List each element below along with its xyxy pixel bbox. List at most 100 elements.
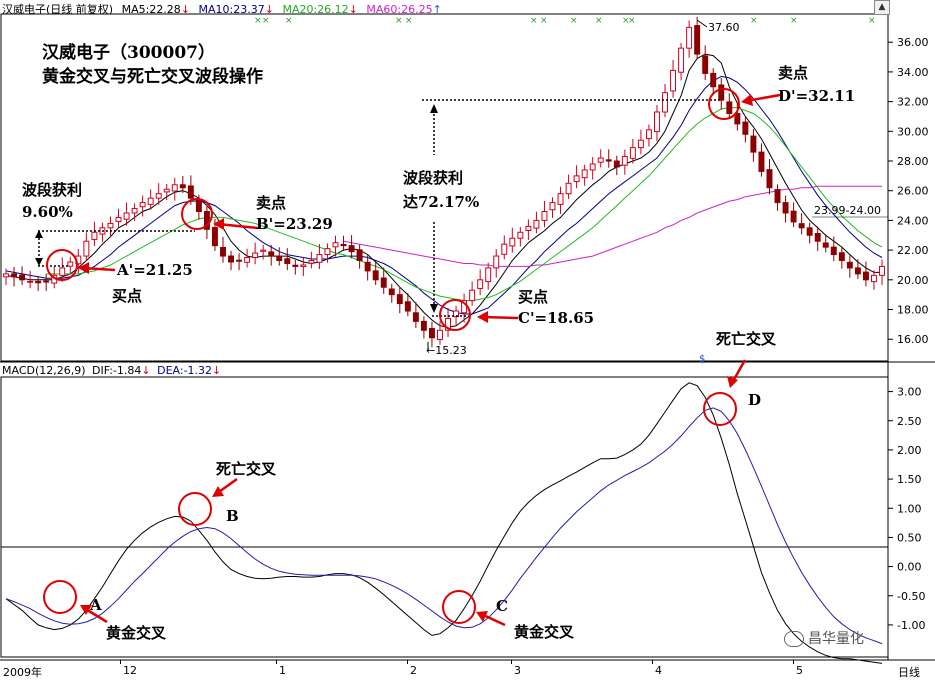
candle: [43, 274, 50, 291]
candle: [139, 195, 146, 217]
candle: [244, 248, 251, 268]
candle-body: [806, 227, 813, 236]
candle-body: [396, 294, 403, 305]
candle: [854, 259, 861, 280]
candle: [879, 259, 885, 286]
candle: [268, 244, 275, 266]
candle-body: [798, 223, 805, 229]
candle: [758, 143, 765, 177]
period-label: 日线: [898, 666, 920, 679]
candle-body: [662, 92, 668, 113]
candle: [316, 244, 323, 269]
candle-body: [308, 260, 315, 264]
candle: [276, 247, 283, 266]
signal-marker: ×: [395, 16, 403, 26]
signal-marker: ×: [628, 16, 636, 26]
candle-body: [348, 245, 355, 253]
candle-body: [589, 163, 596, 171]
candle-body: [43, 280, 50, 283]
candle-body: [356, 249, 363, 262]
dif-value: DIF:-1.84↓: [92, 364, 151, 377]
extreme-markers: [427, 19, 708, 350]
candle: [155, 183, 162, 205]
candle: [324, 243, 331, 263]
ma20-value: MA20:26.12↓: [282, 3, 358, 16]
candle: [662, 83, 668, 118]
candle: [404, 293, 411, 317]
signal-marker: ×: [262, 16, 270, 26]
candle: [485, 262, 492, 290]
stock-name: 汉威电子(日线 前复权): [2, 3, 114, 16]
candle: [203, 204, 210, 239]
candle: [220, 236, 226, 263]
candle-body: [187, 185, 194, 199]
candle-body: [621, 156, 628, 166]
candle-body: [252, 252, 259, 259]
candle: [509, 227, 516, 253]
macd-grid: [888, 391, 893, 626]
candle: [388, 283, 395, 303]
macd-header: MACD(12,26,9) DIF:-1.84↓ DEA:-1.32↓: [2, 364, 221, 377]
candle: [870, 270, 877, 290]
candle: [380, 267, 387, 294]
signal-marker: ×: [530, 16, 538, 26]
candle: [477, 269, 484, 296]
candle: [846, 255, 853, 278]
wechat-icon: [784, 631, 804, 647]
candle-body: [147, 197, 154, 205]
circle-b-macd: [178, 492, 212, 526]
candle-body: [203, 211, 210, 230]
candle-body: [155, 193, 162, 199]
candle: [589, 157, 596, 180]
macd-tick-label: 1.00: [897, 502, 922, 515]
profit-a-label: 波段获利: [22, 181, 83, 199]
candle-body: [629, 147, 636, 159]
circle-b-price: [181, 198, 213, 230]
candle: [710, 68, 717, 95]
candle: [670, 59, 677, 98]
candle: [637, 129, 644, 155]
candle-body: [477, 279, 484, 289]
candle: [814, 226, 821, 251]
signal-marker: ×: [254, 16, 262, 26]
scroll-up-icon[interactable]: ▲: [874, 0, 890, 15]
signal-marker: ×: [622, 16, 630, 26]
candle: [308, 251, 315, 269]
circle-d-macd: [703, 392, 737, 426]
candle-body: [437, 329, 443, 341]
candle: [533, 211, 540, 234]
candle-body: [790, 210, 797, 223]
candle: [525, 219, 532, 241]
candle: [67, 256, 74, 275]
macd-tick-label: 0.00: [897, 561, 922, 574]
candle-body: [404, 301, 411, 312]
macd-marker-icon: $: [699, 354, 705, 365]
candle-body: [179, 184, 186, 189]
candle: [629, 138, 636, 164]
candle-body: [557, 193, 564, 205]
candle: [750, 129, 757, 162]
cross-a-label: 黄金交叉: [106, 624, 167, 642]
candle-body: [734, 112, 741, 125]
profit-c-value: 达72.17%: [403, 193, 480, 211]
price-header: 汉威电子(日线 前复权) MA5:22.28↓ MA10:23.37↓ MA20…: [2, 1, 442, 17]
x-label-3: 3: [514, 664, 521, 677]
candle-body: [300, 264, 307, 267]
candle-body: [838, 252, 845, 262]
macd-line-dea: [5, 407, 883, 645]
d-action-label: 卖点: [778, 64, 809, 82]
a-price-label: A'=21.25: [117, 261, 193, 279]
candle-body: [613, 160, 620, 168]
candle: [445, 307, 451, 337]
candle: [493, 249, 500, 278]
macd-name: MACD(12,26,9): [2, 364, 86, 377]
candle: [19, 266, 26, 286]
candle-body: [541, 211, 548, 221]
candle-body: [67, 261, 74, 267]
signal-markers: × × × × × × × × × × × × × ×: [254, 16, 876, 26]
candle-body: [11, 273, 18, 278]
candle: [605, 149, 612, 168]
macd-tick-label: 2.50: [897, 415, 922, 428]
candle-body: [605, 159, 612, 162]
x-label-12: 12: [123, 664, 137, 677]
